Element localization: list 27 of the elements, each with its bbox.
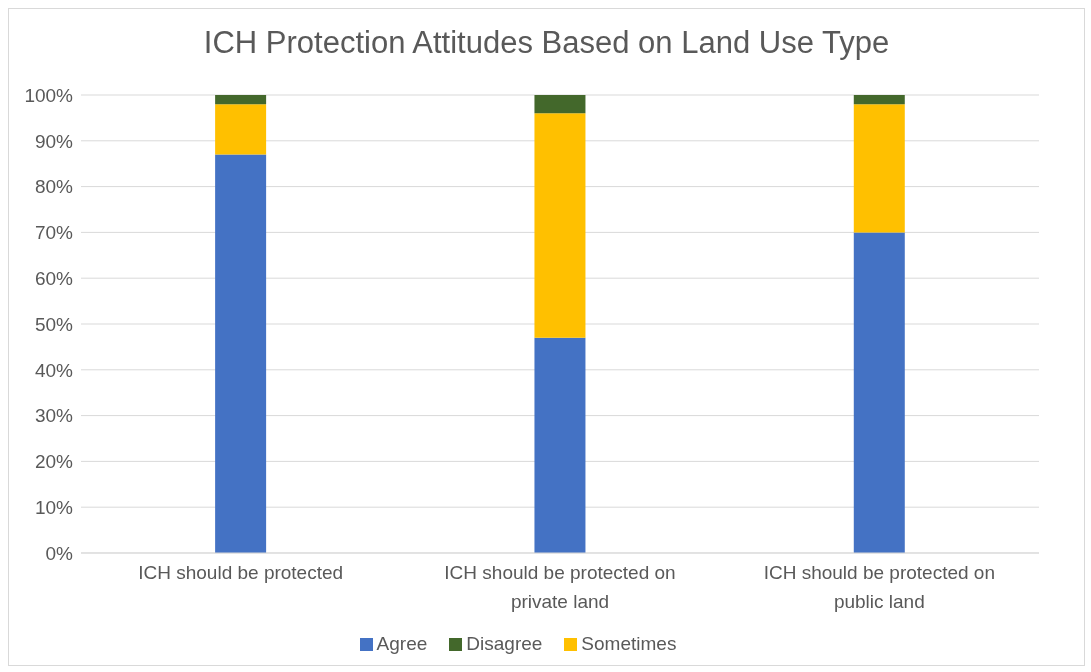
x-tick-label: ICH should be protected on private land: [444, 562, 676, 612]
bar: [853, 95, 905, 105]
bar: [215, 104, 267, 155]
x-tick-label: ICH should be protected: [138, 562, 344, 583]
y-tick-label: 30%: [34, 405, 74, 427]
y-tick-label: 50%: [34, 313, 74, 335]
y-tick-label: 20%: [34, 451, 74, 473]
y-tick-label: 0%: [45, 542, 74, 564]
legend-label: Sometimes: [581, 633, 677, 654]
x-tick-label: ICH should be protected on public land: [763, 562, 995, 612]
y-tick-label: 100%: [24, 84, 74, 106]
bar: [215, 95, 267, 105]
y-tick-label: 60%: [34, 267, 74, 289]
bar: [853, 104, 905, 233]
bar: [534, 337, 586, 553]
y-tick-label: 70%: [34, 222, 74, 244]
bar: [534, 95, 586, 114]
y-tick-label: 10%: [34, 496, 74, 518]
chart-title: ICH Protection Attitudes Based on Land Use Type: [202, 24, 891, 62]
bar: [215, 154, 267, 553]
y-tick-label: 80%: [34, 176, 74, 198]
legend-label: Agree: [376, 633, 428, 654]
y-tick-label: 90%: [34, 130, 74, 152]
bar: [853, 232, 905, 553]
bar: [534, 113, 586, 338]
legend-label: Disagree: [466, 633, 543, 654]
y-tick-label: 40%: [34, 359, 74, 381]
